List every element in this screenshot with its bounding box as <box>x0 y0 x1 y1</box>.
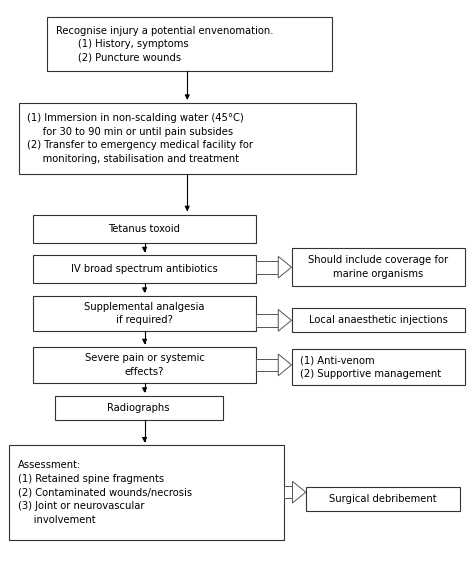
Text: Assessment:
(1) Retained spine fragments
(2) Contaminated wounds/necrosis
(3) Jo: Assessment: (1) Retained spine fragments… <box>18 460 192 525</box>
Text: Tetanus toxoid: Tetanus toxoid <box>109 224 181 234</box>
Polygon shape <box>278 354 292 376</box>
FancyBboxPatch shape <box>292 248 465 286</box>
FancyBboxPatch shape <box>9 445 284 540</box>
FancyBboxPatch shape <box>292 308 465 332</box>
FancyBboxPatch shape <box>292 349 465 385</box>
FancyBboxPatch shape <box>47 17 332 71</box>
FancyBboxPatch shape <box>284 486 292 498</box>
Text: Severe pain or systemic
effects?: Severe pain or systemic effects? <box>85 353 204 377</box>
Polygon shape <box>278 256 292 278</box>
Text: Supplemental analgesia
if required?: Supplemental analgesia if required? <box>84 301 205 325</box>
Text: IV broad spectrum antibiotics: IV broad spectrum antibiotics <box>71 264 218 274</box>
Text: (1) Anti-venom
(2) Supportive management: (1) Anti-venom (2) Supportive management <box>300 355 441 379</box>
FancyBboxPatch shape <box>256 261 278 274</box>
Polygon shape <box>278 309 292 331</box>
FancyBboxPatch shape <box>19 103 355 174</box>
FancyBboxPatch shape <box>306 487 460 511</box>
FancyBboxPatch shape <box>33 255 256 283</box>
FancyBboxPatch shape <box>256 359 278 371</box>
FancyBboxPatch shape <box>33 347 256 383</box>
Text: Radiographs: Radiographs <box>108 403 170 413</box>
FancyBboxPatch shape <box>33 215 256 243</box>
FancyBboxPatch shape <box>55 396 223 420</box>
Text: (1) Immersion in non-scalding water (45°C)
     for 30 to 90 min or until pain s: (1) Immersion in non-scalding water (45°… <box>27 113 254 164</box>
FancyBboxPatch shape <box>256 314 278 327</box>
Text: Local anaesthetic injections: Local anaesthetic injections <box>309 315 447 325</box>
Text: Recognise injury a potential envenomation.
       (1) History, symptoms
       (: Recognise injury a potential envenomatio… <box>56 26 273 63</box>
FancyBboxPatch shape <box>33 296 256 331</box>
Text: Should include coverage for
marine organisms: Should include coverage for marine organ… <box>308 255 448 279</box>
Polygon shape <box>292 481 306 503</box>
Text: Surgical debribement: Surgical debribement <box>329 494 437 504</box>
